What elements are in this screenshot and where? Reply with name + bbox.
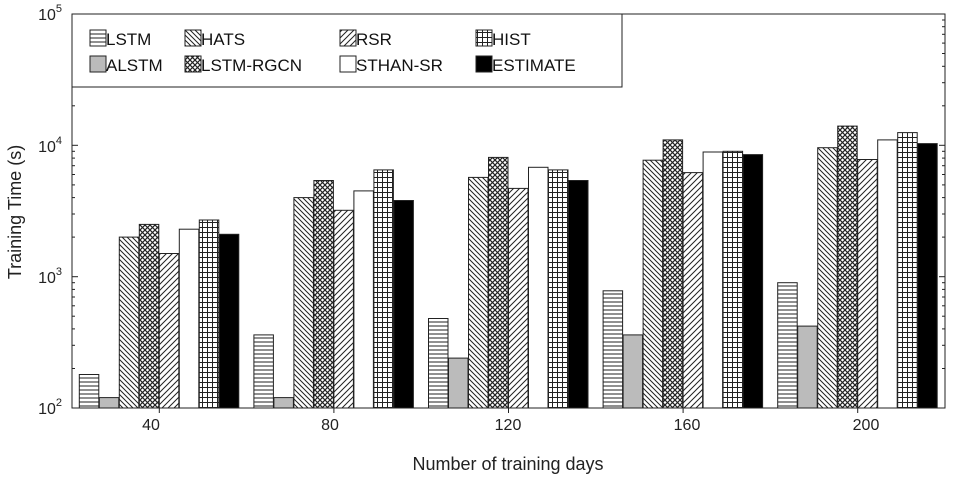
bar-rsr-80 [333,209,354,409]
bar-rsr-120 [508,187,529,409]
legend-swatch-estimate [475,55,493,73]
legend-label-lstm-rgcn: LSTM-RGCN [201,56,302,75]
bar-estimate-160 [742,154,764,409]
y-axis-title: Training Time (s) [5,145,25,279]
bar-sthan-sr-40 [178,228,200,409]
legend-entry-hats: HATS [184,29,245,49]
y-tick-label: 105 [38,3,62,24]
bar-lstm-rgcn-120 [488,156,509,409]
bar-lstm-rgcn-200 [837,125,858,409]
bar-hats-120 [468,176,489,409]
bar-hist-160 [722,150,744,409]
x-tick-label: 80 [321,417,339,434]
bar-rsr-40 [158,253,180,409]
x-tick-labels: 40 80 120 160 200 [142,417,879,434]
legend-label-estimate: ESTIMATE [492,56,576,75]
bar-alstm-120 [448,357,469,409]
legend-entry-lstm-rgcn: LSTM-RGCN [184,55,302,75]
bar-alstm-160 [622,334,644,409]
legend-label-hats: HATS [201,30,245,49]
bar-alstm-80 [273,397,294,409]
legend-entry-alstm: ALSTM [89,55,163,75]
bar-hist-80 [373,169,394,409]
legend-label-lstm: LSTM [106,30,151,49]
legend-label-sthan-sr: STHAN-SR [356,56,443,75]
bar-estimate-200 [917,143,938,409]
bar-estimate-40 [218,233,240,409]
bar-lstm-40 [78,374,100,409]
bar-hist-40 [198,219,220,409]
y-tick-label: 102 [38,397,62,418]
bar-lstm-rgcn-80 [313,180,334,409]
bar-hats-40 [118,236,140,409]
bar-hist-200 [897,132,918,409]
bar-lstm-rgcn-40 [138,223,160,409]
bar-lstm-160 [602,290,624,409]
legend-entry-lstm: LSTM [89,29,151,49]
x-tick-label: 200 [853,417,880,434]
y-tick-label: 103 [38,266,62,287]
bar-sthan-sr-120 [528,166,549,409]
axis-ticks [72,19,945,413]
bar-lstm-120 [428,318,449,409]
bar-alstm-200 [797,325,818,409]
bar-lstm-200 [777,282,798,409]
bar-lstm-80 [253,334,274,409]
legend-swatch-hist [475,29,493,47]
bar-alstm-40 [98,397,120,409]
bar-hats-200 [817,147,838,409]
y-tick-label: 104 [38,135,62,156]
bar-hist-120 [548,169,569,409]
x-tick-label: 160 [674,417,701,434]
legend-label-alstm: ALSTM [106,56,163,75]
legend-swatch-hats [184,29,202,47]
legend-entry-rsr: RSR [339,29,392,49]
bar-rsr-160 [682,172,704,409]
bar-estimate-120 [568,180,589,409]
legend-box [71,13,623,88]
bar-lstm-rgcn-160 [662,139,684,409]
legend-label-hist: HIST [492,30,531,49]
legend-entry-estimate: ESTIMATE [475,55,576,75]
legend-label-rsr: RSR [356,30,392,49]
legend-swatch-lstm [89,29,107,47]
y-tick-labels: 102 103 104 105 [38,3,62,418]
bar-hats-160 [642,159,664,409]
bar-sthan-sr-80 [353,190,374,409]
legend-swatch-rsr [339,29,357,47]
legend-swatch-sthan-sr [339,55,357,73]
legend-entry-sthan-sr: STHAN-SR [339,55,443,75]
bar-sthan-sr-160 [702,151,724,409]
legend-swatch-alstm [89,55,107,73]
bar-hats-80 [293,197,314,409]
x-tick-label: 120 [495,417,522,434]
x-axis-title: Number of training days [412,454,603,474]
bar-estimate-80 [393,200,414,409]
legend: LSTM HATS RSR HIST ALSTM LSTM-RGCN STHAN… [71,13,623,88]
x-tick-label: 40 [142,417,160,434]
bar-sthan-sr-200 [877,139,898,409]
bar-rsr-200 [857,159,878,409]
legend-entry-hist: HIST [475,29,531,49]
legend-swatch-lstm-rgcn [184,55,202,73]
bar-series [78,125,938,409]
